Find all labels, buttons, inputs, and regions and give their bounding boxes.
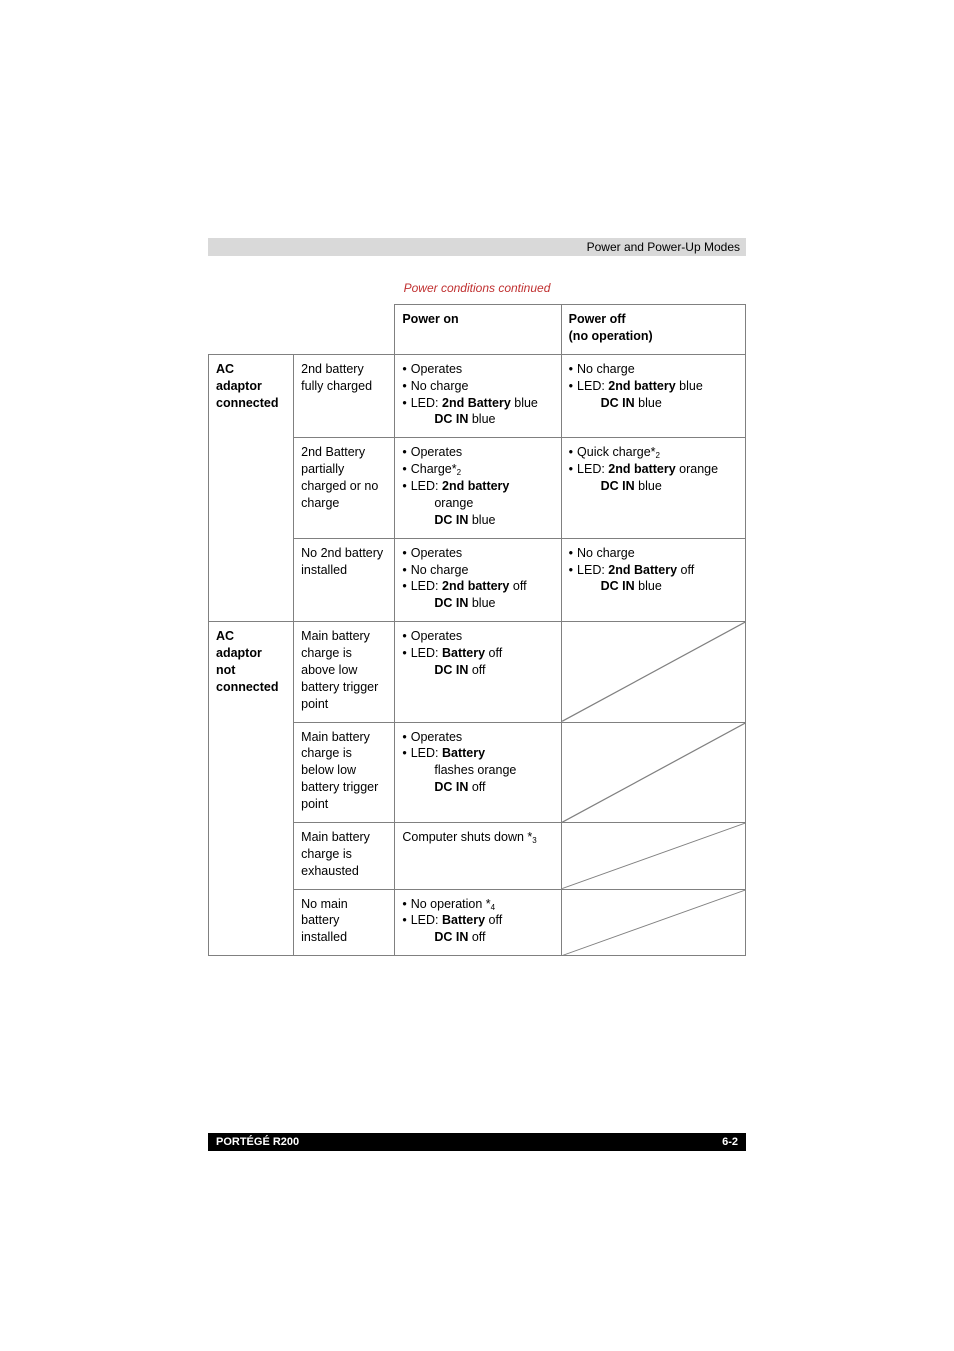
table-row: AC adaptor not connected Main battery ch… bbox=[209, 622, 746, 722]
group1-label: AC adaptor connected bbox=[209, 354, 294, 621]
table-caption: Power conditions continued bbox=[0, 281, 954, 295]
page-footer: PORTÉGÉ R200 6-2 bbox=[208, 1133, 746, 1151]
running-header: Power and Power-Up Modes bbox=[208, 238, 746, 256]
state-cell: 2nd Battery partially charged or no char… bbox=[294, 438, 395, 538]
state-cell: Main battery charge is exhausted bbox=[294, 822, 395, 889]
group2-label: AC adaptor not connected bbox=[209, 622, 294, 956]
state-cell: Main battery charge is below low battery… bbox=[294, 722, 395, 822]
power-on-cell: •Operates •Charge*2 •LED: 2nd battery or… bbox=[395, 438, 561, 538]
table-header-row: Power on Power off (no operation) bbox=[209, 305, 746, 355]
col-header-power-off: Power off (no operation) bbox=[561, 305, 745, 355]
diagonal-cell bbox=[561, 722, 745, 822]
state-cell: No main battery installed bbox=[294, 889, 395, 956]
footer-model: PORTÉGÉ R200 bbox=[216, 1136, 299, 1148]
footer-page-number: 6-2 bbox=[722, 1136, 738, 1148]
state-cell: 2nd battery fully charged bbox=[294, 354, 395, 438]
col-header-power-on: Power on bbox=[395, 305, 561, 355]
power-on-cell: Computer shuts down *3 bbox=[395, 822, 561, 889]
state-cell: No 2nd battery installed bbox=[294, 538, 395, 622]
power-on-cell: •No operation *4 •LED: Battery off DC IN… bbox=[395, 889, 561, 956]
page: Power and Power-Up Modes Power condition… bbox=[0, 0, 954, 1351]
section-title: Power and Power-Up Modes bbox=[587, 240, 740, 254]
diagonal-cell bbox=[561, 889, 745, 956]
power-on-cell: •Operates •LED: Battery flashes orange D… bbox=[395, 722, 561, 822]
state-cell: Main battery charge is above low battery… bbox=[294, 622, 395, 722]
diagonal-cell bbox=[561, 822, 745, 889]
power-off-cell: •Quick charge*2 •LED: 2nd battery orange… bbox=[561, 438, 745, 538]
power-on-cell: •Operates •No charge •LED: 2nd battery o… bbox=[395, 538, 561, 622]
power-on-cell: •Operates •LED: Battery off DC IN off bbox=[395, 622, 561, 722]
power-off-cell: •No charge •LED: 2nd Battery off DC IN b… bbox=[561, 538, 745, 622]
power-on-cell: •Operates •No charge •LED: 2nd Battery b… bbox=[395, 354, 561, 438]
table-row: AC adaptor connected 2nd battery fully c… bbox=[209, 354, 746, 438]
diagonal-cell bbox=[561, 622, 745, 722]
power-off-cell: •No charge •LED: 2nd battery blue DC IN … bbox=[561, 354, 745, 438]
power-conditions-table: Power on Power off (no operation) AC ada… bbox=[208, 304, 746, 956]
